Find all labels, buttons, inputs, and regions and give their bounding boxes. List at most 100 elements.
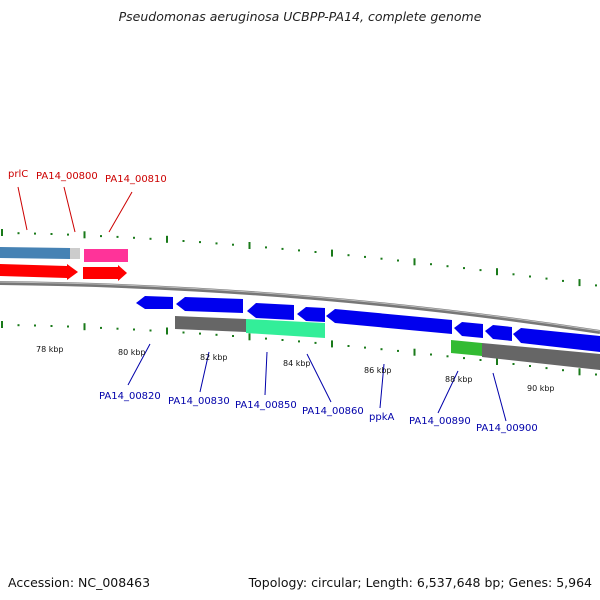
minor-tick xyxy=(17,324,20,327)
minor-tick xyxy=(364,255,366,258)
major-tick xyxy=(166,235,168,243)
minor-tick xyxy=(529,365,531,367)
major-tick xyxy=(578,279,581,287)
major-tick xyxy=(1,229,3,236)
reverse-feature-track xyxy=(175,316,600,370)
minor-tick xyxy=(347,254,350,257)
minor-tick xyxy=(314,251,317,253)
gene-PA14_00900b-arrow xyxy=(513,328,600,352)
feature-grey-2 xyxy=(482,343,600,370)
minor-tick xyxy=(265,337,267,340)
minor-tick xyxy=(545,277,548,280)
minor-tick xyxy=(397,259,399,262)
major-tick xyxy=(496,358,498,365)
major-tick xyxy=(1,321,3,328)
minor-tick xyxy=(182,240,185,242)
minor-tick xyxy=(446,265,449,268)
minor-tick xyxy=(562,369,564,372)
feature-aqua xyxy=(246,319,325,338)
gene-prlC-arrow xyxy=(0,264,78,280)
minor-tick xyxy=(50,325,53,327)
label-ppkA: ppkA xyxy=(369,412,394,423)
feature-PA14_00810-region xyxy=(84,249,128,262)
minor-tick xyxy=(34,232,36,235)
major-tick xyxy=(496,268,498,276)
minor-tick xyxy=(380,348,383,351)
minor-tick xyxy=(479,359,482,361)
gene-PA14_00830-arrow xyxy=(176,297,243,313)
reverse-label-connectors xyxy=(127,343,507,422)
genome-backbone xyxy=(0,281,600,334)
gene-PA14_00890-arrow xyxy=(454,322,483,338)
label-PA14_00810: PA14_00810 xyxy=(105,174,167,185)
label-PA14_00860: PA14_00860 xyxy=(302,406,364,417)
position-labels: 78 kbp 80 kbp 82 kbp 84 kbp 86 kbp 88 kb… xyxy=(36,345,555,393)
label-PA14_00890: PA14_00890 xyxy=(409,416,471,427)
gene-PA14_00810-arrow xyxy=(83,265,127,281)
minor-tick xyxy=(50,233,53,235)
major-tick xyxy=(578,368,581,376)
major-tick xyxy=(83,323,86,331)
minor-tick xyxy=(562,279,564,282)
major-tick xyxy=(331,340,333,348)
minor-tick xyxy=(116,327,119,330)
genome-backbone-highlight xyxy=(0,281,600,332)
label-PA14_00850: PA14_00850 xyxy=(235,400,297,411)
kbp-label: 90 kbp xyxy=(527,384,555,393)
gene-PA14_00860-arrow xyxy=(297,307,325,322)
feature-green xyxy=(451,340,482,356)
genome-summary-text: Topology: circular; Length: 6,537,648 bp… xyxy=(248,575,592,590)
minor-tick xyxy=(17,232,20,235)
major-tick xyxy=(83,231,86,239)
minor-tick xyxy=(182,331,185,334)
feature-prlC-tail xyxy=(70,248,80,259)
minor-tick xyxy=(364,346,366,349)
minor-tick xyxy=(512,273,515,276)
minor-tick xyxy=(479,269,482,272)
minor-tick xyxy=(199,241,201,244)
minor-tick xyxy=(529,275,531,278)
reverse-gene-labels: PA14_00820 PA14_00830 PA14_00850 PA14_00… xyxy=(99,391,538,434)
minor-tick xyxy=(446,355,449,358)
forward-gene-labels: prlC PA14_00800 PA14_00810 xyxy=(8,169,167,185)
label-PA14_00830: PA14_00830 xyxy=(168,396,230,407)
major-tick xyxy=(331,249,333,257)
minor-tick xyxy=(265,246,267,249)
minor-tick xyxy=(34,324,36,327)
kbp-label: 82 kbp xyxy=(200,353,228,362)
label-PA14_00900: PA14_00900 xyxy=(476,423,538,434)
minor-tick xyxy=(298,249,300,252)
minor-tick xyxy=(149,329,152,332)
kbp-label: 80 kbp xyxy=(118,348,146,357)
gene-ppkA-arrow xyxy=(326,309,452,334)
major-tick xyxy=(413,348,416,356)
major-tick xyxy=(248,242,251,249)
minor-tick xyxy=(232,243,234,246)
minor-tick xyxy=(199,332,201,335)
minor-tick xyxy=(397,349,399,352)
minor-tick xyxy=(149,237,152,240)
minor-tick xyxy=(314,341,317,344)
minor-tick xyxy=(100,235,102,238)
minor-tick xyxy=(232,335,234,337)
kbp-label: 78 kbp xyxy=(36,345,64,354)
gene-PA14_00900a-arrow xyxy=(485,325,512,341)
minor-tick xyxy=(595,373,597,376)
major-tick xyxy=(413,258,416,266)
label-prlC: prlC xyxy=(8,169,28,180)
minor-tick xyxy=(463,357,465,360)
outer-tick-marks xyxy=(1,229,597,287)
label-PA14_00800: PA14_00800 xyxy=(36,171,98,182)
accession-text: Accession: NC_008463 xyxy=(8,575,151,590)
minor-tick xyxy=(430,353,432,356)
minor-tick xyxy=(430,263,432,266)
minor-tick xyxy=(133,328,135,331)
feature-grey-1 xyxy=(175,316,246,332)
major-tick xyxy=(248,333,251,341)
minor-tick xyxy=(595,284,597,287)
minor-tick xyxy=(215,242,218,245)
minor-tick xyxy=(512,363,515,365)
label-PA14_00820: PA14_00820 xyxy=(99,391,161,402)
major-tick xyxy=(166,327,168,335)
